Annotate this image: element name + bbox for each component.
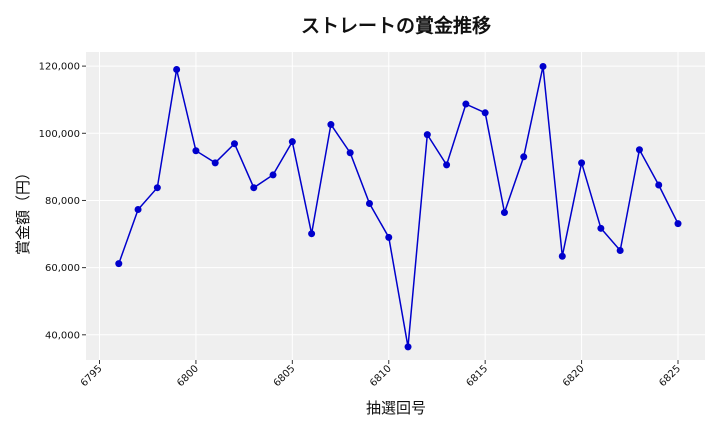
data-point [134,206,142,214]
data-point [539,62,547,70]
data-point [655,181,663,189]
data-point [481,109,489,117]
data-point [365,199,373,207]
data-point [520,153,528,161]
data-point [211,159,219,167]
data-point [597,224,605,232]
x-tick-label: 6820 [561,363,587,389]
y-axis: 40,000 60,000 80,000 100,000 120,000 [39,62,86,341]
x-tick-label: 6805 [272,363,298,389]
x-tick-label: 6825 [657,363,683,389]
data-point [635,146,643,154]
data-point [423,131,431,139]
data-point [404,343,412,351]
data-point [115,260,123,268]
data-point [250,184,258,192]
data-point [327,121,335,129]
y-tick-label: 60,000 [45,263,80,274]
data-point [674,220,682,228]
x-tick-label: 6800 [175,363,201,389]
data-point [558,252,566,260]
y-axis-label: 賞金額（円） [14,165,32,255]
data-point [443,161,451,169]
data-point [462,100,470,108]
data-point [153,184,161,192]
data-point [288,138,296,146]
chart-title: ストレートの賞金推移 [301,14,491,37]
data-point [346,149,354,157]
data-point [192,147,200,155]
series-line [118,66,679,348]
data-point [385,233,393,241]
data-point [173,65,181,73]
data-point [269,171,277,179]
series-group [115,62,682,351]
x-tick-label: 6810 [368,363,394,389]
y-tick-label: 120,000 [39,62,80,73]
x-tick-label: 6815 [465,363,491,389]
x-axis: 6795 6800 6805 6810 6815 6820 6825 [79,360,683,389]
data-point [578,159,586,167]
x-tick-label: 6795 [79,363,105,389]
y-tick-label: 40,000 [45,330,80,341]
data-point [230,140,238,148]
data-point [308,230,316,238]
x-axis-label: 抽選回号 [366,399,426,417]
y-tick-label: 80,000 [45,196,80,207]
grid-lines [86,52,705,360]
y-tick-label: 100,000 [39,129,80,140]
data-point [500,209,508,217]
data-point [616,247,624,255]
plot-area [86,52,705,360]
